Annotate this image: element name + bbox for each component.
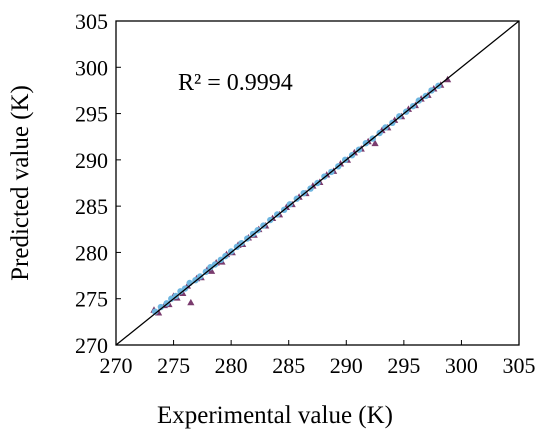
y-tick-label: 280 [75,240,108,265]
x-tick-label: 290 [330,353,363,378]
axis-ticks: 270 275 280 285 290 295 300 305 270 275 280 285 290 2… [75,9,536,378]
circle-point [168,295,175,302]
y-tick-label: 300 [75,55,108,80]
triangle-point [371,139,379,147]
plot-frame [115,20,520,346]
reference-line [115,20,520,346]
y-tick-label: 275 [75,287,108,312]
triangle-point [187,298,195,306]
x-tick-label: 275 [157,353,190,378]
x-tick-label: 295 [387,353,420,378]
x-tick-label: 300 [445,353,478,378]
circle-point [157,303,165,311]
x-tick-label: 305 [503,353,536,378]
circle-point [177,288,184,295]
y-tick-label: 285 [75,194,108,219]
y-tick-label: 295 [75,102,108,127]
circle-point [207,264,214,271]
triangle-point [207,267,216,274]
x-tick-label: 280 [215,353,248,378]
circle-point [151,308,159,315]
r-squared-annotation: R² = 0.9994 [178,70,293,96]
x-tick-label: 270 [100,353,133,378]
x-axis-title: Experimental value (K) [157,402,393,429]
y-tick-label: 305 [75,9,108,34]
y-tick-label: 270 [75,333,108,358]
y-tick-label: 290 [75,148,108,173]
x-tick-label: 285 [272,353,305,378]
y-axis-title: Predicted value (K) [7,85,34,281]
